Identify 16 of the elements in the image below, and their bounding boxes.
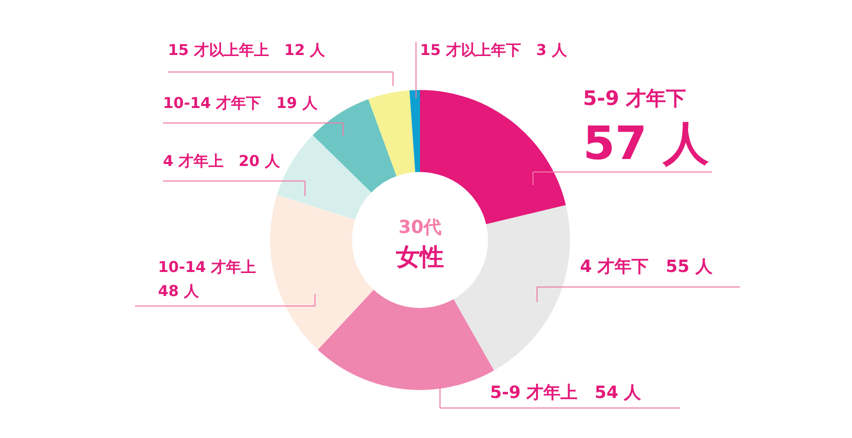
- text: 女性: [395, 243, 444, 271]
- slice-label: 4 才年上 20 人: [163, 152, 281, 170]
- donut-slice: [368, 90, 416, 176]
- slice-label: 15 才以上年下 3 人: [420, 41, 568, 59]
- data-label: 48 人: [158, 282, 200, 300]
- slice-label: 5-9 才年上 54 人: [490, 383, 642, 403]
- slice-label: 10-14 才年上: [158, 258, 256, 276]
- text: 30代: [398, 217, 442, 238]
- data-label: 57 人: [583, 116, 710, 170]
- slice-label: 10-14 才年下 19 人: [163, 94, 318, 112]
- donut-slice: [409, 90, 420, 172]
- slice-label: 15 才以上年上 12 人: [168, 41, 326, 59]
- slice-label: 5-9 才年下: [583, 86, 686, 110]
- donut-slice: [270, 194, 374, 350]
- slice-label: 4 才年下 55 人: [580, 257, 714, 277]
- donut-slice: [454, 205, 570, 370]
